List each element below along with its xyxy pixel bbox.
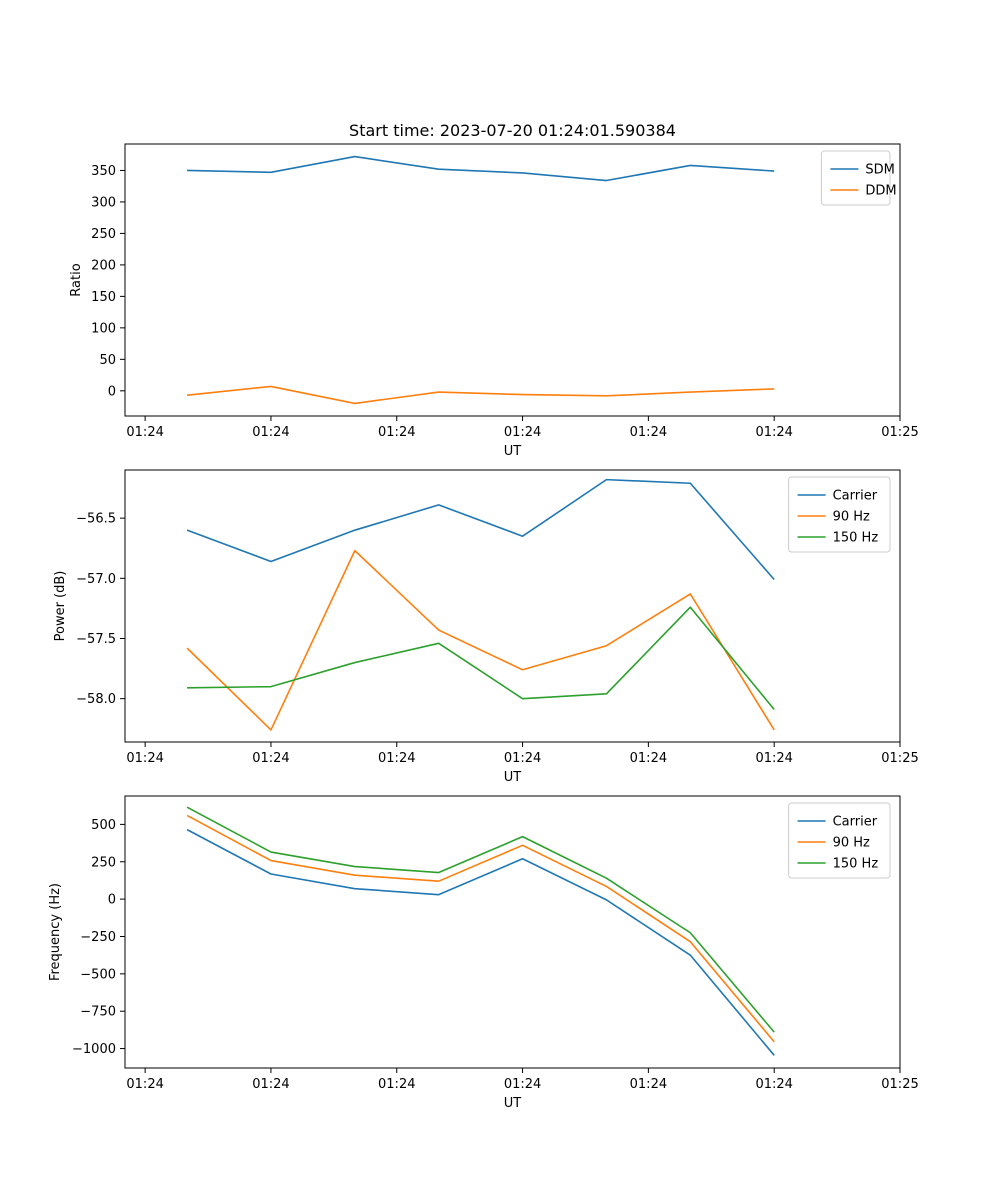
series-line-ddm (186, 385, 775, 405)
x-tick-label: 01:24 (252, 751, 289, 766)
x-axis-label: UT (504, 770, 522, 785)
x-axis-label: UT (504, 1096, 522, 1111)
x-tick-label: 01:24 (630, 751, 667, 766)
y-tick-label: −1000 (72, 1042, 116, 1057)
series-line-90-hz (186, 549, 775, 731)
y-tick-label: 200 (91, 258, 116, 273)
chart-panel-2: 01:24 01:24 01:24 01:24 01:24 01:24 01:25 −58.0… (53, 469, 919, 785)
legend: SDM DDM (820, 150, 897, 206)
x-axis-label: UT (504, 444, 522, 459)
x-tick-label: 01:24 (378, 751, 415, 766)
y-tick-label: −58.0 (76, 692, 116, 707)
y-tick-label: 150 (91, 290, 116, 305)
y-tick-label: 350 (91, 164, 116, 179)
chart-panel-3: 01:24 01:24 01:24 01:24 01:24 01:24 01:25 −1000… (48, 795, 919, 1111)
chart-panel-1: 01:24 01:24 01:24 01:24 01:24 01:24 01:25 0 50 10… (69, 121, 919, 459)
y-tick-label: −250 (80, 930, 116, 945)
x-tick-label: 01:24 (755, 751, 792, 766)
y-tick-label: 250 (91, 855, 116, 870)
x-tick-label: 01:24 (755, 1077, 792, 1092)
legend: Carrier 90 Hz 150 Hz (788, 476, 891, 553)
x-tick-label: 01:25 (881, 751, 918, 766)
x-tick-label: 01:24 (504, 751, 541, 766)
x-tick-label: 01:24 (755, 425, 792, 440)
y-tick-label: −56.5 (76, 512, 116, 527)
plot-frame (124, 469, 901, 743)
x-tick-label: 01:24 (252, 1077, 289, 1092)
series-line-carrier (186, 828, 775, 1056)
x-tick-label: 01:24 (126, 1077, 163, 1092)
x-tick-label: 01:24 (126, 425, 163, 440)
y-tick-label: 50 (99, 353, 116, 368)
legend-entry: 90 Hz (833, 510, 870, 525)
legend-entry: 150 Hz (833, 857, 879, 872)
x-tick-label: 01:25 (881, 425, 918, 440)
legend-entry: Carrier (833, 489, 878, 504)
series-line-sdm (187, 155, 775, 182)
charts-root: 01:24 01:24 01:24 01:24 01:24 01:24 01:25 0 50 10… (48, 121, 919, 1111)
y-axis-label: Ratio (69, 263, 84, 296)
legend-entry: 90 Hz (833, 836, 870, 851)
y-axis-label: Frequency (Hz) (48, 883, 63, 981)
x-tick-label: 01:24 (630, 1077, 667, 1092)
x-tick-label: 01:25 (881, 1077, 918, 1092)
y-tick-label: 500 (91, 818, 116, 833)
legend-entry: Carrier (833, 815, 878, 830)
x-tick-label: 01:24 (126, 751, 163, 766)
legend-entry: DDM (865, 184, 896, 199)
y-tick-label: 0 (108, 384, 116, 399)
x-tick-label: 01:24 (504, 425, 541, 440)
y-tick-label: 250 (91, 227, 116, 242)
x-tick-label: 01:24 (504, 1077, 541, 1092)
series-line-150-hz (186, 806, 775, 1033)
y-tick-label: −57.5 (76, 632, 116, 647)
series-line-150-hz (187, 606, 775, 711)
legend-box (820, 150, 891, 206)
y-tick-label: 100 (91, 321, 116, 336)
chart-title: Start time: 2023-07-20 01:24:01.590384 (349, 121, 676, 140)
plot-frame (124, 143, 901, 417)
y-tick-label: −57.0 (76, 572, 116, 587)
y-tick-label: −750 (80, 1005, 116, 1020)
x-tick-label: 01:24 (630, 425, 667, 440)
x-tick-label: 01:24 (378, 425, 415, 440)
series-line-90-hz (186, 814, 775, 1043)
legend-entry: SDM (865, 163, 894, 178)
y-axis-label: Power (dB) (53, 571, 68, 642)
legend-entry: 150 Hz (833, 531, 879, 546)
y-tick-label: 0 (108, 893, 116, 908)
y-tick-label: 300 (91, 195, 116, 210)
y-tick-label: −500 (80, 967, 116, 982)
x-tick-label: 01:24 (378, 1077, 415, 1092)
legend: Carrier 90 Hz 150 Hz (788, 802, 891, 879)
series-line-carrier (186, 478, 775, 581)
x-tick-label: 01:24 (252, 425, 289, 440)
